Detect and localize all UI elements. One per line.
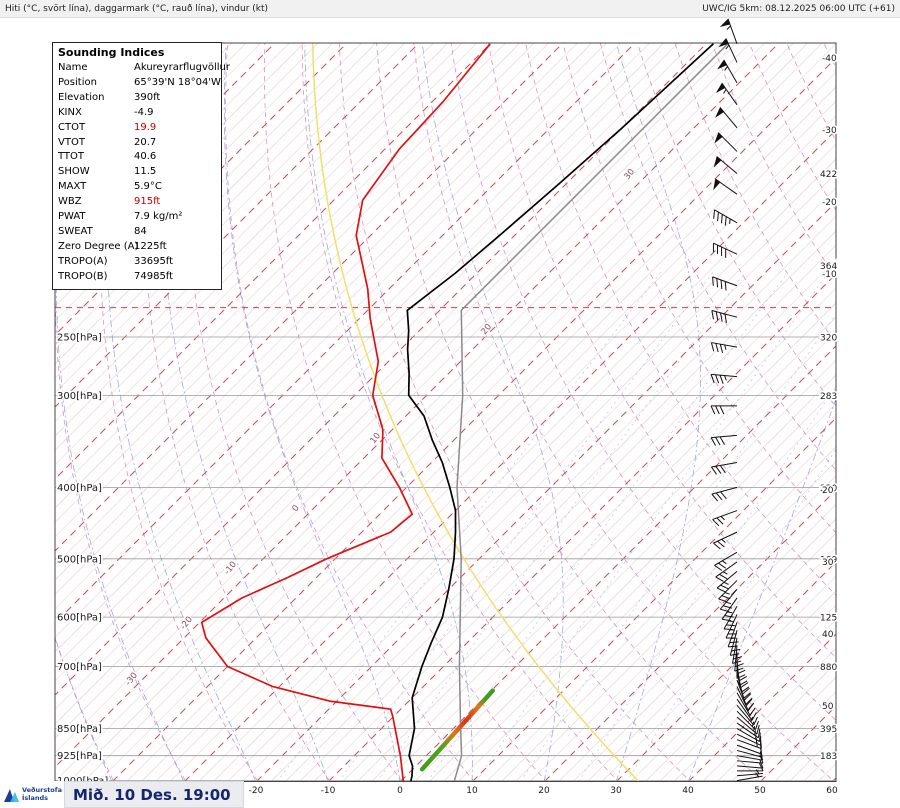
index-value: -4.9 bbox=[134, 106, 154, 118]
svg-text:283: 283 bbox=[820, 392, 837, 402]
met-office-logo: Veðurstofa Íslands bbox=[0, 781, 64, 808]
svg-text:300[hPa]: 300[hPa] bbox=[57, 391, 102, 402]
index-value: Akureyrarflugvöllur bbox=[134, 62, 231, 73]
svg-text:422: 422 bbox=[820, 170, 837, 180]
index-label: SHOW bbox=[58, 166, 90, 178]
index-label: TROPO(A) bbox=[58, 255, 108, 267]
indices-row: SHOW 11.5 bbox=[58, 165, 217, 180]
index-label: Zero Degree (A) bbox=[58, 240, 139, 252]
index-label: TROPO(B) bbox=[58, 270, 108, 282]
indices-row: WBZ 915ft bbox=[58, 195, 217, 210]
svg-text:400[hPa]: 400[hPa] bbox=[57, 483, 102, 494]
indices-row: SWEAT 84 bbox=[58, 225, 217, 240]
svg-text:220: 220 bbox=[820, 484, 837, 494]
indices-row: MAXT 5.9°C bbox=[58, 180, 217, 195]
indices-row: PWAT 7.9 kg/m² bbox=[58, 210, 217, 225]
svg-text:20: 20 bbox=[538, 786, 550, 796]
svg-text:183: 183 bbox=[820, 752, 837, 762]
svg-text:30: 30 bbox=[610, 786, 622, 796]
svg-text:50: 50 bbox=[822, 702, 834, 712]
indices-row: TROPO(B) 74985ft bbox=[58, 270, 217, 285]
logo-line-2: Íslands bbox=[21, 793, 49, 802]
svg-text:125: 125 bbox=[820, 614, 837, 624]
svg-text:700[hPa]: 700[hPa] bbox=[57, 662, 102, 673]
top-status-bar: Hiti (°C, svört lína), daggarmark (°C, r… bbox=[0, 0, 900, 18]
index-label: CTOT bbox=[58, 121, 86, 133]
index-label: Name bbox=[58, 62, 88, 73]
svg-text:-30: -30 bbox=[822, 126, 837, 136]
indices-row: TTOT 40.6 bbox=[58, 150, 217, 165]
svg-text:364: 364 bbox=[820, 262, 837, 272]
met-office-logo-text: Veðurstofa Íslands bbox=[22, 787, 62, 801]
sounding-indices-panel: Sounding Indices Name Akureyrarflugvöllur… bbox=[52, 42, 230, 290]
index-value: 7.9 kg/m² bbox=[134, 211, 183, 223]
svg-text:250[hPa]: 250[hPa] bbox=[57, 333, 102, 344]
index-value: 19.9 bbox=[134, 121, 157, 133]
sounding-indices-title: Sounding Indices bbox=[58, 46, 165, 59]
index-label: VTOT bbox=[58, 136, 85, 148]
svg-text:500[hPa]: 500[hPa] bbox=[57, 554, 102, 565]
svg-text:850[hPa]: 850[hPa] bbox=[57, 724, 102, 735]
svg-text:60: 60 bbox=[826, 786, 838, 796]
svg-text:-10: -10 bbox=[822, 270, 837, 280]
svg-text:-40: -40 bbox=[822, 54, 837, 64]
index-label: SWEAT bbox=[58, 225, 93, 237]
indices-row: VTOT 20.7 bbox=[58, 136, 217, 151]
index-label: TTOT bbox=[58, 151, 85, 163]
indices-row: TROPO(A) 33695ft bbox=[58, 255, 217, 270]
svg-text:169: 169 bbox=[820, 555, 837, 565]
indices-row: CTOT 19.9 bbox=[58, 121, 217, 136]
index-value: 1225ft bbox=[134, 240, 167, 252]
svg-text:-20: -20 bbox=[822, 198, 837, 208]
indices-row: Name Akureyrarflugvöllur bbox=[58, 61, 230, 76]
chart-legend-text: Hiti (°C, svört lína), daggarmark (°C, r… bbox=[5, 3, 269, 14]
logo-line-1: Veðurstofa bbox=[21, 786, 62, 795]
svg-text:0: 0 bbox=[397, 786, 403, 796]
svg-text:30: 30 bbox=[822, 558, 834, 568]
index-value: 390ft bbox=[134, 91, 161, 103]
index-label: MAXT bbox=[58, 181, 87, 193]
svg-text:20: 20 bbox=[822, 486, 834, 496]
index-value: 84 bbox=[134, 225, 147, 237]
index-value: 915ft bbox=[134, 196, 161, 208]
index-value: 33695ft bbox=[134, 255, 174, 267]
model-run-text: UWC/IG 5km: 08.12.2025 06:00 UTC (+61) bbox=[702, 3, 895, 14]
index-label: WBZ bbox=[58, 196, 82, 208]
svg-text:600[hPa]: 600[hPa] bbox=[57, 613, 102, 624]
index-value: 11.5 bbox=[134, 166, 157, 178]
valid-time-label: Mið. 10 Des. 19:00 bbox=[64, 781, 244, 808]
index-value: 74985ft bbox=[134, 270, 174, 282]
svg-text:50: 50 bbox=[754, 786, 766, 796]
index-value: 65°39'N 18°04'W bbox=[134, 76, 221, 88]
met-office-logo-icon bbox=[4, 788, 19, 802]
index-label: KINX bbox=[58, 106, 82, 118]
svg-text:40: 40 bbox=[822, 630, 834, 640]
index-label: Elevation bbox=[58, 91, 105, 103]
indices-row: Elevation 390ft bbox=[58, 91, 217, 106]
index-value: 20.7 bbox=[134, 136, 157, 148]
index-label: Position bbox=[58, 76, 97, 88]
indices-row: KINX -4.9 bbox=[58, 106, 217, 121]
index-value: 5.9°C bbox=[134, 181, 162, 193]
footer-bar: Veðurstofa Íslands Mið. 10 Des. 19:00 bbox=[0, 781, 244, 808]
svg-text:10: 10 bbox=[466, 786, 478, 796]
svg-text:880: 880 bbox=[820, 663, 837, 673]
index-value: 40.6 bbox=[134, 151, 157, 163]
sounding-indices-rows: Name Akureyrarflugvöllur Position 65°39'N 1… bbox=[58, 61, 230, 285]
index-label: PWAT bbox=[58, 211, 86, 223]
svg-text:40: 40 bbox=[682, 786, 694, 796]
svg-text:925[hPa]: 925[hPa] bbox=[57, 751, 102, 762]
svg-text:-20: -20 bbox=[249, 786, 264, 796]
indices-row: Zero Degree (A) 1225ft bbox=[58, 240, 217, 255]
svg-text:395: 395 bbox=[820, 725, 837, 735]
svg-text:-10: -10 bbox=[321, 786, 336, 796]
svg-text:320: 320 bbox=[820, 334, 837, 344]
indices-row: Position 65°39'N 18°04'W bbox=[58, 76, 221, 91]
